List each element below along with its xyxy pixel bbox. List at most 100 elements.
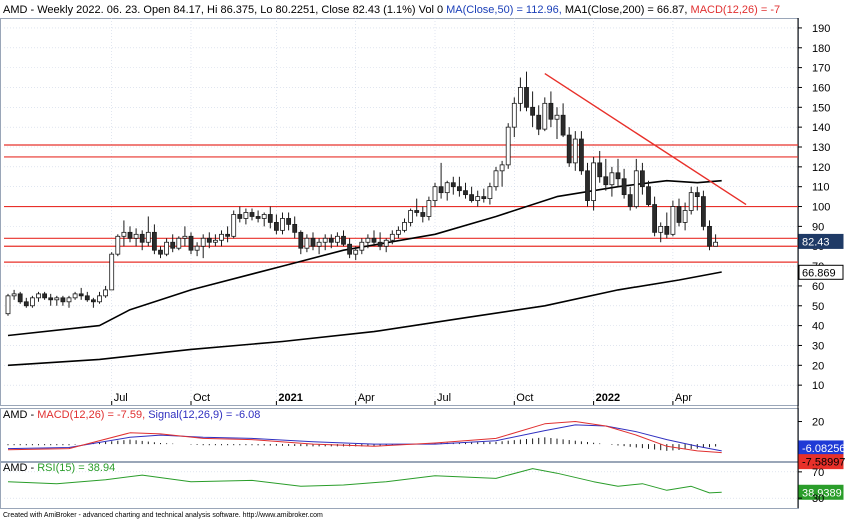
macd-value-tag: -7.58997	[802, 457, 845, 469]
candle-body	[450, 182, 456, 188]
price-header-prefix: AMD - Weekly 2022. 06. 23. Open 84.17, H…	[3, 4, 443, 16]
candle-body	[609, 172, 615, 186]
macd-header: AMD - MACD(12,26) = -7.59, Signal(12,26,…	[3, 409, 260, 421]
candle-body	[200, 237, 206, 247]
candle-body	[347, 243, 353, 255]
candle-body	[438, 186, 444, 194]
macd-header-prefix: AMD -	[3, 409, 35, 421]
candle-body	[603, 176, 609, 186]
candle-body	[359, 241, 365, 251]
candle-body	[597, 162, 603, 178]
price-tick-label: 40	[812, 321, 824, 333]
rsi-header: AMD - RSI(15) = 38.94	[3, 462, 115, 474]
candle-body	[158, 249, 163, 255]
price-tick-label: 150	[812, 102, 830, 114]
candle-body	[176, 237, 182, 249]
candle-body	[60, 297, 66, 303]
rsi-header-prefix: AMD -	[3, 462, 35, 474]
price-tick-label: 30	[812, 340, 824, 352]
candle-body	[11, 293, 17, 297]
candle-body	[103, 289, 108, 297]
candle-body	[432, 186, 438, 201]
candle-body	[560, 114, 566, 136]
candle-body	[518, 87, 523, 104]
macd-header-macd: MACD(12,26) = -7.59,	[37, 409, 145, 421]
candle-body	[286, 218, 292, 225]
signal-value-tag: -6.08256	[802, 443, 845, 455]
candle-body	[621, 178, 627, 196]
candle-body	[463, 190, 468, 196]
candle-body	[493, 170, 499, 188]
grid-layer	[0, 18, 799, 509]
candle-body	[652, 204, 657, 233]
candle-body	[670, 206, 676, 235]
x-tick-label: 2021	[278, 392, 302, 404]
candle-body	[511, 102, 517, 128]
candle-body	[206, 237, 212, 243]
candle-body	[530, 106, 535, 116]
candle-body	[298, 231, 304, 249]
candle-body	[402, 222, 407, 231]
candle-body	[707, 225, 712, 247]
candle-body	[377, 241, 383, 247]
candle-body	[328, 237, 334, 243]
price-pane: 1020304050607080901001101201301401501601…	[4, 23, 845, 500]
candle-body	[273, 222, 279, 231]
candle-body	[121, 231, 127, 237]
candle-body	[566, 134, 572, 164]
macd-pane: 20	[7, 417, 824, 454]
candle-body	[365, 237, 371, 243]
rsi-header-rsi: RSI(15) = 38.94	[37, 462, 115, 474]
ma200-value-tag-bg	[798, 264, 844, 280]
candle-body	[475, 196, 481, 201]
candle-body	[713, 241, 718, 247]
candle-body	[304, 237, 310, 249]
signal-line	[7, 424, 722, 452]
candle-body	[316, 241, 322, 247]
candle-body	[54, 297, 60, 301]
candle-body	[84, 295, 90, 301]
candle-body	[408, 210, 414, 223]
candle-body	[23, 301, 29, 307]
candle-body	[243, 212, 249, 219]
price-tick-label: 90	[812, 221, 824, 233]
candle-body	[322, 237, 328, 243]
x-tick-label: Jul	[437, 392, 451, 404]
candle-body	[627, 194, 633, 207]
candle-body	[182, 235, 188, 239]
candle-body	[524, 87, 529, 108]
price-header-ma200: MA1(Close,200) = 66.87,	[565, 4, 688, 16]
candle-body	[194, 245, 200, 251]
close-value-tag: 82.43	[802, 236, 830, 248]
candle-body	[658, 225, 664, 233]
candle-body	[499, 164, 505, 172]
candle-body	[237, 214, 243, 219]
candle-body	[188, 235, 194, 251]
price-tick-label: 60	[812, 281, 824, 293]
candle-body	[414, 210, 420, 213]
candle-body	[481, 196, 487, 200]
rsi-pane: 30 70	[4, 467, 824, 505]
candle-body	[219, 233, 224, 241]
candle-body	[664, 225, 670, 235]
candle-body	[91, 299, 96, 303]
price-tick-label: 170	[812, 63, 830, 75]
candle-body	[701, 196, 706, 227]
x-tick-label: Oct	[516, 392, 533, 404]
price-tick-label: 190	[812, 23, 830, 35]
ma200-value-tag: 66.869	[802, 267, 836, 279]
candle-body	[542, 102, 548, 130]
x-tick-label: Oct	[193, 392, 210, 404]
candle-body	[72, 293, 78, 299]
price-header: AMD - Weekly 2022. 06. 23. Open 84.17, H…	[3, 4, 780, 16]
candle-body	[591, 162, 596, 201]
candle-body	[139, 233, 145, 243]
candle-body	[487, 186, 493, 199]
price-tick-label: 130	[812, 142, 830, 154]
candle-body	[127, 231, 133, 239]
candle-body	[334, 235, 340, 243]
price-tick-label: 100	[812, 202, 830, 214]
candle-body	[36, 293, 41, 299]
candle-body	[682, 210, 688, 223]
